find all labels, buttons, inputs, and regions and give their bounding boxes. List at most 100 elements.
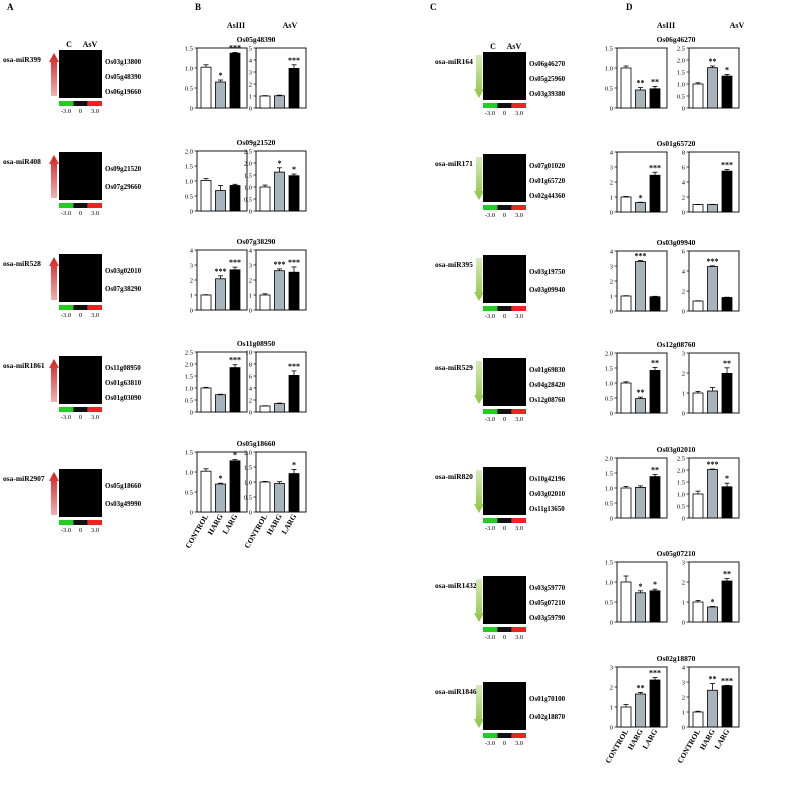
colour-scale-swatch: [73, 203, 88, 208]
colour-scale-label: 0: [79, 414, 82, 421]
target-gene-label: Os03g59770: [529, 584, 566, 592]
heatmap-block: [59, 356, 102, 404]
y-tick-label: 2.0: [605, 455, 613, 462]
bar-control: [692, 711, 704, 728]
significance-marker: ***: [649, 163, 661, 172]
bar-larg: [288, 271, 300, 311]
bar-control: [692, 83, 704, 109]
y-tick-label: 1.5: [605, 559, 613, 566]
bar-control: [259, 294, 271, 311]
y-tick-label: 0: [190, 105, 193, 112]
heatmap-block: [483, 576, 526, 624]
mirna-label: osa-miR164: [435, 57, 473, 66]
significance-marker: **: [709, 675, 717, 684]
heatmap-block: [59, 469, 102, 517]
y-tick-label: 0.5: [185, 397, 193, 404]
bar-control: [259, 405, 271, 413]
bar-harg: [215, 190, 226, 212]
bar-larg: [721, 372, 733, 414]
bar-chart-Os11g08950-AsIII: Os11g08950 0 0.5 1.0 1.5 2.0 2.5 ***: [185, 339, 276, 416]
bar-harg: [215, 81, 226, 109]
y-tick-label: 0: [249, 409, 252, 416]
target-gene-label: Os01g63810: [105, 379, 142, 387]
y-tick-label: 0: [610, 308, 613, 315]
y-tick-label: 0.5: [605, 85, 613, 92]
y-tick-label: 2: [682, 694, 685, 701]
y-tick-label: 1.0: [244, 479, 252, 486]
y-tick-label: 2: [249, 277, 252, 284]
down-arrow-icon: [474, 361, 484, 404]
bar-chart-Os06g46270-AsV: 00.51.01.52.02.5***: [677, 45, 740, 112]
colour-scale-label: -3.0: [485, 634, 495, 641]
colour-scale-swatch: [59, 520, 74, 525]
bar-larg: [229, 52, 241, 109]
bar-control: [620, 196, 632, 213]
significance-marker: **: [709, 57, 717, 66]
bar-control: [259, 481, 271, 513]
colour-scale-swatch: [59, 203, 74, 208]
significance-marker: ***: [229, 356, 241, 365]
bar-harg: [635, 202, 646, 213]
colour-scale-label: -3.0: [61, 414, 71, 421]
panel-letter-b: B: [195, 2, 201, 12]
colour-scale-swatch: [511, 409, 526, 414]
heatmap-osa-miR1861: osa-miR1861 Os11g08950 Os01g63810 Os01g0309…: [3, 356, 142, 421]
bar-control: [200, 66, 212, 109]
treatment-header-asiii: AsIII: [227, 21, 245, 30]
colour-scale-label: 3.0: [91, 210, 99, 217]
significance-marker: ***: [635, 252, 647, 261]
y-tick-label: 2: [610, 278, 613, 285]
colour-scale-label: 0: [503, 313, 506, 320]
significance-marker: ***: [229, 258, 241, 267]
down-arrow-icon: [474, 258, 484, 301]
y-tick-label: 3: [682, 679, 685, 686]
bar-chart-Os12g08760-AsIII: Os12g08760 0 0.5 1.0 1.5 2.0 ** **: [605, 340, 696, 417]
bar-chart-Os01g65720-AsV: 0 2 4 6 8 ***: [682, 149, 740, 216]
bar-larg: [649, 296, 661, 312]
y-tick-label: 0: [610, 105, 613, 112]
y-tick-label: 1: [682, 599, 685, 606]
bar-control: [692, 493, 704, 519]
up-arrow-icon: [49, 53, 59, 96]
bar-larg: [721, 75, 733, 109]
y-tick-label: 0.5: [677, 503, 685, 510]
y-tick-label: 2: [682, 288, 685, 295]
y-tick-label: 1: [682, 390, 685, 397]
y-tick-label: 4: [682, 664, 686, 671]
mirna-label: osa-miR395: [435, 260, 473, 269]
y-tick-label: 6: [682, 164, 686, 171]
y-tick-label: 0: [682, 105, 685, 112]
bar-harg: [274, 270, 285, 311]
category-label: LARG: [713, 727, 732, 750]
bar-larg: [649, 88, 661, 109]
colour-scale-label: 0: [503, 416, 506, 423]
mirna-label: osa-miR171: [435, 159, 473, 168]
y-tick-label: 10: [246, 349, 253, 356]
colour-scale-swatch: [497, 409, 512, 414]
y-tick-label: 1.5: [677, 479, 685, 486]
y-tick-label: 8: [682, 149, 685, 156]
heatmap-block: [59, 152, 102, 200]
colour-scale-label: 3.0: [91, 312, 99, 319]
y-tick-label: 0: [190, 409, 193, 416]
y-tick-label: 1.5: [244, 464, 252, 471]
y-tick-label: 1: [610, 704, 613, 711]
y-tick-label: 4: [682, 268, 686, 275]
chart-title: Os01g65720: [657, 139, 696, 148]
bar-harg: [635, 486, 646, 519]
y-tick-label: 1.5: [677, 69, 685, 76]
bar-harg: [707, 606, 718, 623]
bar-control: [692, 601, 704, 623]
bar-larg: [649, 590, 661, 623]
significance-marker: ***: [721, 161, 733, 170]
target-gene-label: Os03g59790: [529, 614, 566, 622]
colour-scale-label: 0: [503, 525, 506, 532]
up-arrow-icon: [49, 359, 59, 402]
colour-scale-swatch: [497, 627, 512, 632]
y-tick-label: 6: [249, 373, 253, 380]
colour-scale-label: 3.0: [515, 212, 523, 219]
significance-marker: *: [653, 580, 657, 589]
y-tick-label: 0: [610, 619, 613, 626]
